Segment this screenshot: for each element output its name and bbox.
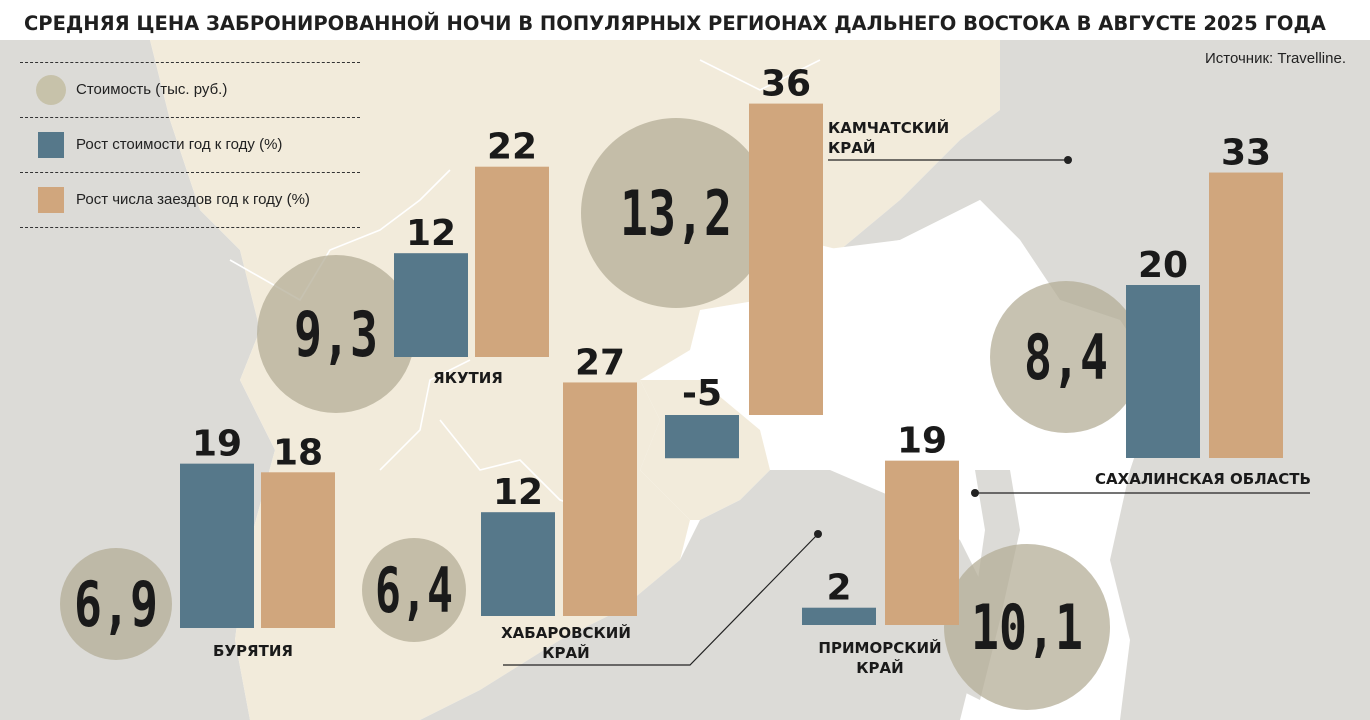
region-label-buryatia: БУРЯТИЯ — [213, 642, 293, 660]
legend-label-price-growth: Рост стоимости год к году (%) — [76, 136, 283, 153]
price-growth-bar-primorsky — [802, 607, 876, 625]
land-primorsky — [420, 470, 990, 720]
checkin-growth-label-sakhalin: 33 — [1221, 133, 1271, 174]
leader-lines — [503, 156, 1310, 666]
price-growth-bar-yakutia — [394, 253, 468, 357]
region-label-yakutia: ЯКУТИЯ — [433, 369, 503, 387]
checkin-growth-label-buryatia: 18 — [273, 432, 323, 473]
region-label-khabarovsk: КРАЙ — [542, 643, 589, 662]
cost-value-primorsky: 10,1 — [971, 591, 1083, 664]
region-buryatia: 6,9 19 18 БУРЯТИЯ — [60, 424, 335, 660]
checkin-growth-label-kamchatka: 36 — [761, 64, 811, 105]
cost-value-buryatia: 6,9 — [74, 568, 158, 641]
cost-value-kamchatka: 13,2 — [620, 177, 732, 250]
leader-dot-sakhalin — [971, 489, 979, 497]
source-note: Источник: Travelline. — [1204, 50, 1346, 67]
price-growth-bar-buryatia — [180, 463, 254, 628]
region-yakutia: 9,3 12 22 ЯКУТИЯ — [257, 127, 549, 413]
legend-item-cost: Стоимость (тыс. руб.) — [20, 62, 360, 117]
price-growth-label-kamchatka: -5 — [682, 373, 722, 414]
price-growth-label-khabarovsk: 12 — [493, 472, 543, 513]
leader-line-khabarovsk — [503, 533, 819, 666]
price-growth-bar-khabarovsk — [481, 512, 555, 616]
region-label-sakhalin: САХАЛИНСКАЯ ОБЛАСТЬ — [1095, 470, 1311, 488]
price-growth-bar-kamchatka — [665, 415, 739, 459]
region-label-primorsky: ПРИМОРСКИЙ — [818, 638, 941, 657]
region-label-primorsky: КРАЙ — [856, 658, 903, 677]
leader-dot-khabarovsk — [814, 530, 822, 538]
checkin-growth-bar-yakutia — [475, 166, 549, 357]
legend-label-cost: Стоимость (тыс. руб.) — [76, 81, 228, 98]
checkin-growth-bar-buryatia — [261, 472, 335, 628]
leader-dot-kamchatka — [1064, 156, 1072, 164]
price-growth-label-yakutia: 12 — [406, 213, 456, 254]
price-growth-label-buryatia: 19 — [192, 424, 242, 465]
checkin-growth-label-khabarovsk: 27 — [575, 342, 625, 383]
legend-swatch-cost — [36, 75, 66, 105]
cost-circle-buryatia — [60, 548, 172, 660]
region-label-kamchatka: КРАЙ — [828, 138, 875, 157]
checkin-growth-bar-khabarovsk — [563, 382, 637, 616]
legend-label-checkin-growth: Рост числа заездов год к году (%) — [76, 191, 310, 208]
checkin-growth-bar-sakhalin — [1209, 172, 1283, 459]
legend-item-price-growth: Рост стоимости год к году (%) — [20, 117, 360, 172]
region-sakhalin: 8,4 20 33 САХАЛИНСКАЯ ОБЛАСТЬ — [990, 133, 1311, 488]
cost-circle-yakutia — [257, 255, 415, 413]
chart-title: СРЕДНЯЯ ЦЕНА ЗАБРОНИРОВАННОЙ НОЧИ В ПОПУ… — [24, 12, 1326, 35]
checkin-growth-bar-kamchatka — [749, 103, 823, 415]
region-label-khabarovsk: ХАБАРОВСКИЙ — [501, 623, 631, 642]
price-growth-label-sakhalin: 20 — [1138, 245, 1188, 286]
checkin-growth-bar-primorsky — [885, 460, 959, 625]
cost-circle-sakhalin — [990, 281, 1142, 433]
price-growth-label-primorsky: 2 — [826, 568, 851, 609]
checkin-growth-label-primorsky: 19 — [897, 421, 947, 462]
checkin-growth-label-yakutia: 22 — [487, 127, 537, 168]
cost-circle-primorsky — [944, 544, 1110, 710]
cost-circle-khabarovsk — [362, 538, 466, 642]
cost-circle-kamchatka — [581, 118, 771, 308]
legend-swatch-price-growth — [38, 132, 64, 158]
cost-value-sakhalin: 8,4 — [1024, 321, 1108, 394]
price-growth-bar-sakhalin — [1126, 285, 1200, 458]
region-label-kamchatka: КАМЧАТСКИЙ — [828, 118, 949, 137]
legend: Стоимость (тыс. руб.) Рост стоимости год… — [20, 62, 360, 228]
legend-item-checkin-growth: Рост числа заездов год к году (%) — [20, 172, 360, 228]
legend-swatch-checkin-growth — [38, 187, 64, 213]
cost-value-khabarovsk: 6,4 — [375, 554, 453, 627]
cost-value-yakutia: 9,3 — [294, 298, 378, 371]
